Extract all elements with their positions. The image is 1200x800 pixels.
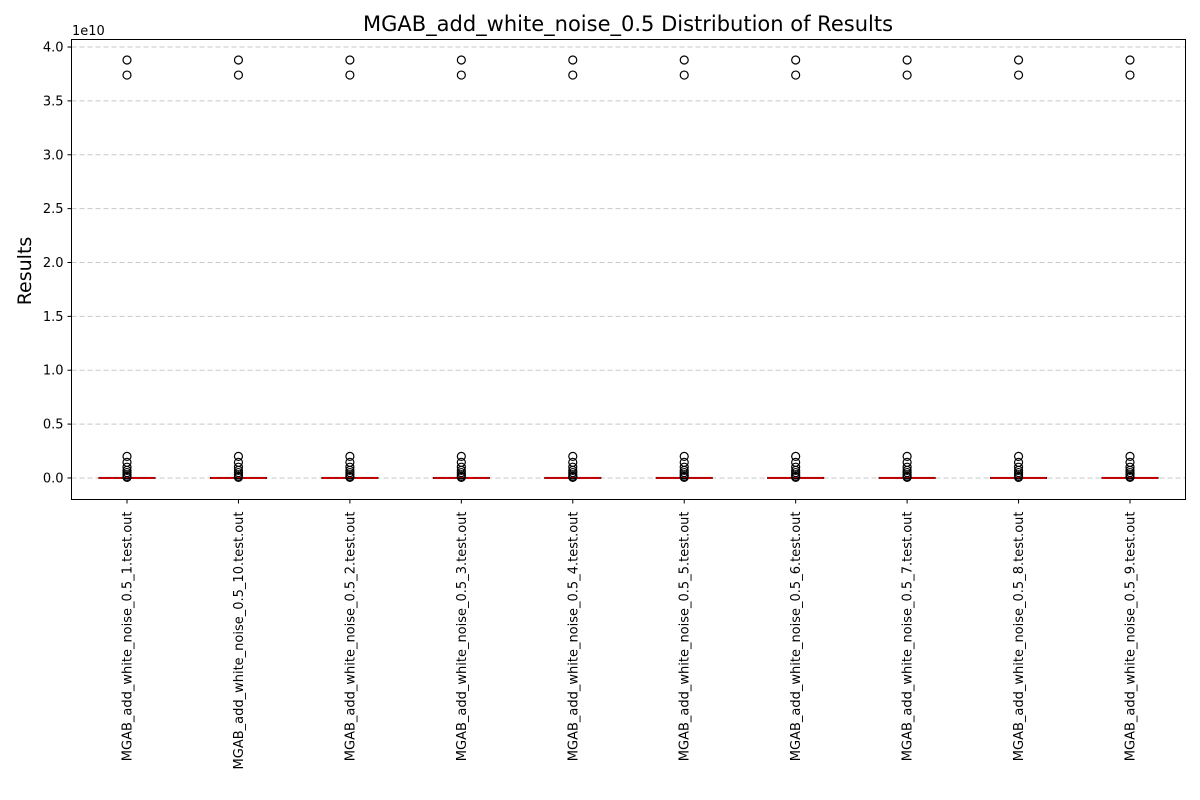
outlier-point xyxy=(456,70,466,80)
box-group xyxy=(544,55,602,483)
outlier-point xyxy=(122,451,132,462)
outlier-point xyxy=(791,451,801,462)
y-tick-label: 3.0 xyxy=(43,148,64,163)
chart-title: MGAB_add_white_noise_0.5 Distribution of… xyxy=(363,12,893,37)
outlier-point xyxy=(679,472,689,483)
outlier-point xyxy=(791,472,801,483)
outlier-point xyxy=(345,55,355,65)
outlier-point xyxy=(122,472,132,483)
outlier-point xyxy=(902,451,912,462)
outlier-point xyxy=(233,472,244,483)
outlier-point xyxy=(345,70,355,80)
outlier-point xyxy=(456,472,466,483)
x-tick-label: MGAB_add_white_noise_0.5_5.test.out xyxy=(678,512,693,762)
y-tick-label: 3.5 xyxy=(43,94,64,109)
outlier-point xyxy=(679,55,689,65)
box-group xyxy=(990,55,1048,483)
outlier-point xyxy=(568,472,578,483)
outlier-point xyxy=(679,451,689,462)
box-group xyxy=(321,55,379,483)
y-tick-label: 2.0 xyxy=(43,256,64,271)
y-tick-label: 1.0 xyxy=(43,364,64,379)
x-tick-label: MGAB_add_white_noise_0.5_9.test.out xyxy=(1124,512,1139,762)
outlier-point xyxy=(1125,472,1135,483)
x-tick-label: MGAB_add_white_noise_0.5_7.test.out xyxy=(901,512,916,762)
y-tick-label: 0.0 xyxy=(43,471,64,486)
outlier-point xyxy=(568,70,578,80)
outlier-point xyxy=(1125,70,1135,80)
outlier-point xyxy=(1013,451,1024,462)
outlier-point xyxy=(456,451,466,462)
y-tick-label: 0.5 xyxy=(43,418,64,433)
outlier-point xyxy=(902,70,912,80)
outlier-point xyxy=(1125,55,1135,65)
y-tick-label: 2.5 xyxy=(43,202,64,217)
box-group xyxy=(878,55,936,483)
outlier-point xyxy=(902,55,912,65)
outlier-point xyxy=(122,55,132,65)
outlier-point xyxy=(568,451,578,462)
outlier-point xyxy=(233,451,244,462)
grid-lines xyxy=(71,46,1186,479)
outlier-point xyxy=(1013,70,1024,80)
outlier-point xyxy=(1125,451,1135,462)
x-tick-label: MGAB_add_white_noise_0.5_3.test.out xyxy=(455,512,470,762)
x-tick-label: MGAB_add_white_noise_0.5_2.test.out xyxy=(343,512,358,762)
outlier-point xyxy=(791,70,801,80)
outlier-point xyxy=(902,472,912,483)
outlier-point xyxy=(1013,472,1024,483)
outlier-point xyxy=(679,70,689,80)
outlier-point xyxy=(1013,55,1024,65)
y-tick-label: 1.5 xyxy=(43,310,64,325)
x-tick-label: MGAB_add_white_noise_0.5_10.test.out xyxy=(232,512,247,770)
box-group xyxy=(432,55,490,483)
x-tick-label: MGAB_add_white_noise_0.5_4.test.out xyxy=(566,512,581,762)
box-group xyxy=(767,55,825,483)
plot-frame xyxy=(71,39,1186,500)
outlier-point xyxy=(233,70,244,80)
outlier-point xyxy=(456,55,466,65)
outlier-point xyxy=(345,451,355,462)
outlier-point xyxy=(122,70,132,80)
box-group xyxy=(209,55,267,483)
outlier-point xyxy=(568,55,578,65)
plot-area xyxy=(98,55,1159,483)
y-axis-label: Results xyxy=(14,237,36,306)
outlier-point xyxy=(791,55,801,65)
y-axis: 0.0 0.5 1.0 1.5 2.0 2.5 3.0 3.5 4.0 xyxy=(43,41,72,486)
outlier-point xyxy=(233,55,244,65)
y-axis-exponent-label: 1e10 xyxy=(72,24,105,39)
x-tick-label: MGAB_add_white_noise_0.5_8.test.out xyxy=(1012,512,1027,762)
x-tick-label: MGAB_add_white_noise_0.5_6.test.out xyxy=(789,512,804,762)
box-group xyxy=(655,55,713,483)
x-tick-label: MGAB_add_white_noise_0.5_1.test.out xyxy=(121,512,136,762)
x-axis: MGAB_add_white_noise_0.5_1.test.out MGAB_… xyxy=(121,499,1139,770)
box-group xyxy=(1101,55,1159,483)
y-tick-label: 4.0 xyxy=(43,41,64,56)
box-group xyxy=(98,55,156,483)
outlier-point xyxy=(345,472,355,483)
